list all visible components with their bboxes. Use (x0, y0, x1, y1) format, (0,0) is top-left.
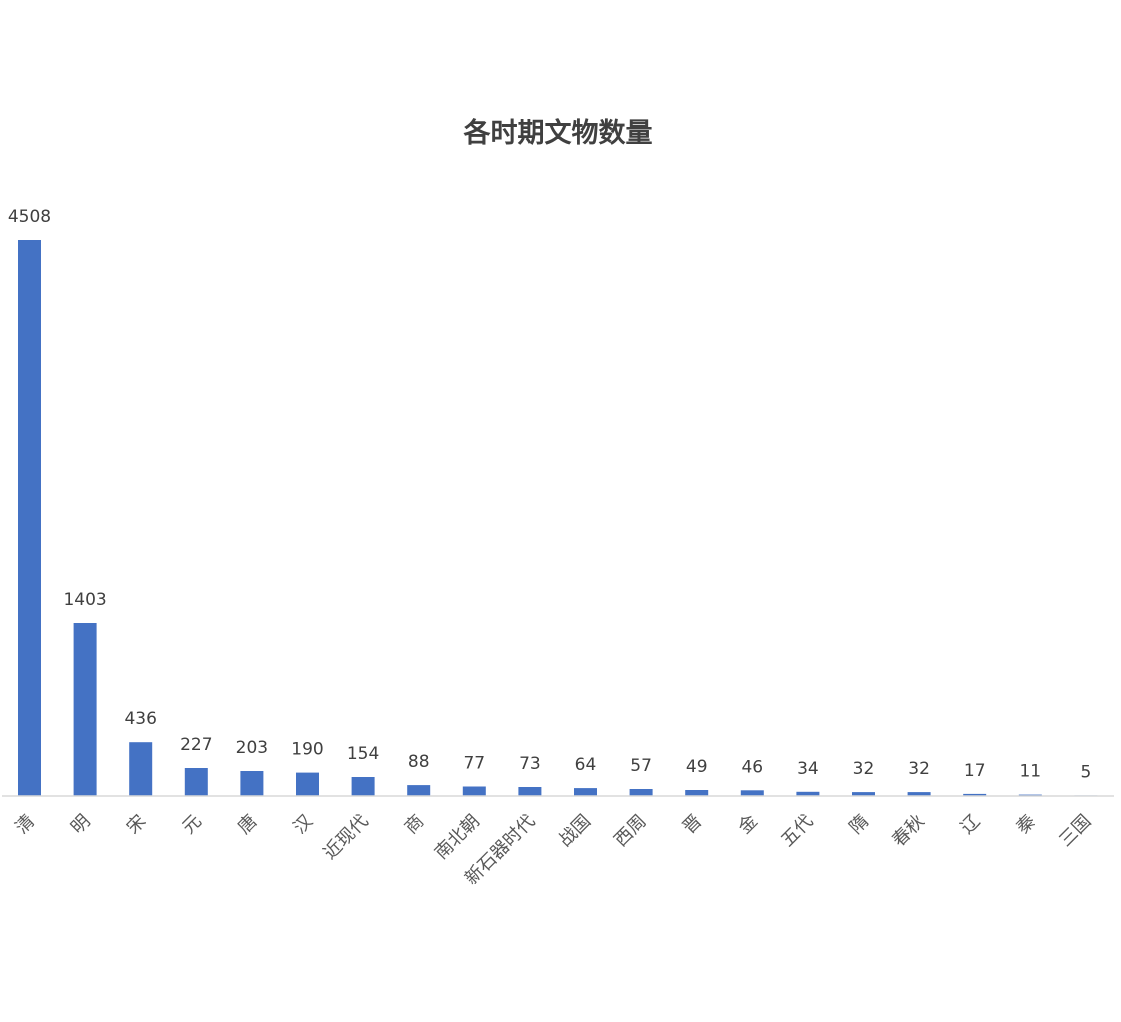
data-label-9: 73 (519, 754, 541, 774)
data-label-15: 32 (853, 759, 875, 779)
bar-17 (963, 793, 987, 796)
data-label-13: 46 (741, 757, 763, 777)
x-tick-label-4: 唐 (234, 811, 262, 839)
data-label-18: 11 (1019, 762, 1041, 782)
x-tick-label-12: 晋 (679, 811, 707, 839)
bar-16 (907, 792, 931, 796)
bar-2 (129, 742, 153, 796)
data-label-1: 1403 (63, 590, 106, 610)
x-tick-label-18: 秦 (1012, 811, 1040, 839)
x-tick-label-13: 金 (734, 811, 762, 839)
bars-group (18, 240, 1098, 797)
bar-6 (351, 777, 375, 796)
bar-4 (240, 771, 264, 796)
data-label-11: 57 (630, 756, 652, 776)
x-tick-label-14: 五代 (777, 811, 817, 851)
data-label-10: 64 (575, 755, 597, 775)
bar-15 (852, 792, 875, 796)
data-label-17: 17 (964, 761, 986, 781)
x-tick-label-1: 明 (67, 811, 95, 839)
x-tick-label-10: 战国 (555, 811, 595, 851)
data-label-7: 88 (408, 752, 430, 772)
x-tick-label-16: 春秋 (888, 811, 928, 851)
x-tick-label-3: 元 (178, 811, 206, 839)
x-tick-label-7: 商 (401, 811, 429, 839)
data-label-4: 203 (236, 738, 268, 758)
bar-14 (796, 791, 820, 796)
data-label-16: 32 (908, 759, 930, 779)
x-tick-labels-group: 清明宋元唐汉近现代商南北朝新石器时代 战国 西周晋金五代隋春秋辽秦三国 (11, 811, 1095, 889)
bar-13 (740, 790, 764, 796)
bar-1 (73, 623, 97, 796)
x-tick-label-15: 隋 (845, 811, 873, 839)
data-label-0: 4508 (8, 207, 51, 227)
x-tick-label-6: 近现代 (320, 811, 373, 864)
bar-10 (574, 788, 597, 796)
bar-7 (407, 785, 431, 796)
data-label-8: 77 (463, 754, 485, 774)
data-label-19: 5 (1080, 762, 1091, 782)
bar-12 (685, 790, 709, 796)
x-tick-label-5: 汉 (289, 811, 317, 839)
data-label-2: 436 (124, 709, 156, 729)
x-tick-label-19: 三国 (1055, 811, 1095, 851)
bar-5 (296, 772, 319, 796)
data-label-14: 34 (797, 759, 819, 779)
bar-11 (629, 789, 653, 796)
bar-3 (184, 768, 208, 796)
data-label-6: 154 (347, 744, 379, 764)
x-tick-label-0: 清 (11, 811, 39, 839)
bar-8 (462, 786, 486, 796)
data-label-3: 227 (180, 735, 212, 755)
data-label-12: 49 (686, 757, 708, 777)
data-labels-group: 4508 1403 436 227 203 190 154 88 77 73 64 57 49 46 34 3… (8, 207, 1091, 782)
chart-title: 各时期文物数量 (463, 117, 653, 149)
data-label-5: 190 (291, 740, 323, 760)
x-tick-label-8: 南北朝 (431, 811, 484, 864)
x-tick-label-2: 宋 (123, 811, 151, 839)
x-tick-label-11: 西周 (610, 811, 650, 851)
x-tick-label-17: 辽 (957, 811, 985, 839)
bar-0 (18, 240, 41, 796)
bar-9 (518, 787, 542, 796)
